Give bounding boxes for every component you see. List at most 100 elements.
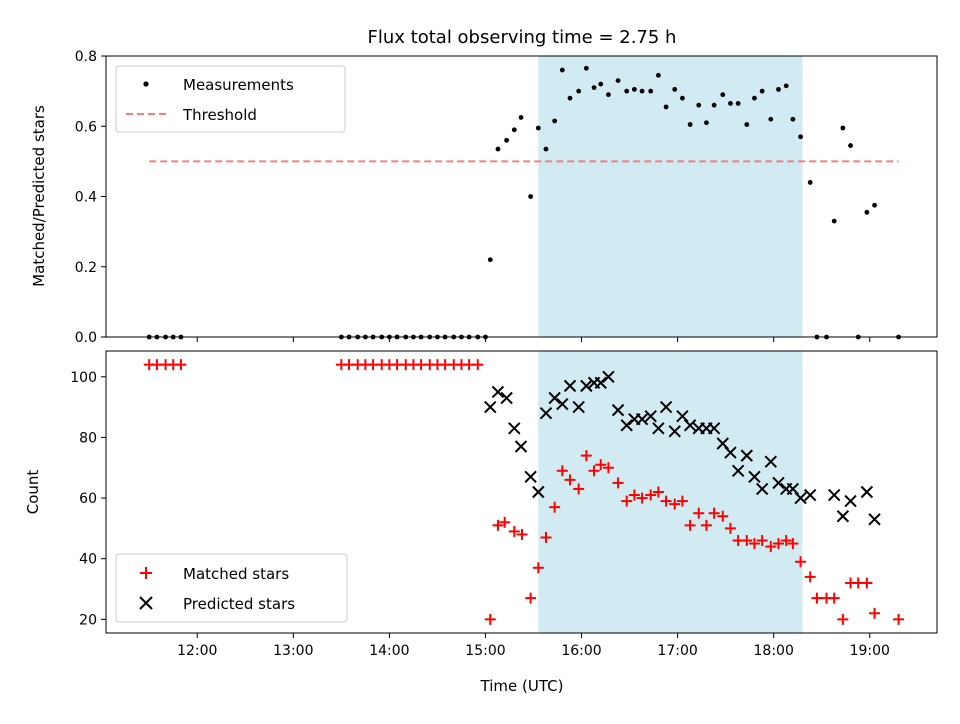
measurement-point bbox=[655, 72, 661, 78]
y-tick-label: 100 bbox=[70, 370, 97, 386]
legend-predicted-label: Predicted stars bbox=[183, 595, 295, 613]
predicted-star-point bbox=[827, 488, 841, 502]
legend-measurements-marker bbox=[143, 81, 149, 87]
measurement-point bbox=[776, 86, 781, 92]
matched-star-point bbox=[532, 562, 544, 574]
measurement-point bbox=[583, 65, 589, 71]
matched-star-point bbox=[693, 507, 705, 519]
matched-star-point bbox=[795, 556, 807, 568]
y-tick-label: 60 bbox=[79, 491, 97, 507]
predicted-star-point bbox=[532, 485, 545, 499]
measurement-point bbox=[744, 122, 750, 127]
matched-star-point bbox=[628, 489, 640, 501]
matched-star-point bbox=[787, 538, 799, 550]
legend-matched-label: Matched stars bbox=[183, 565, 289, 583]
predicted-star-point bbox=[668, 425, 681, 438]
predicted-star-point bbox=[620, 419, 633, 432]
predicted-star-point bbox=[539, 406, 553, 420]
y-tick-label: 20 bbox=[79, 612, 97, 628]
legend-matched-marker bbox=[140, 567, 152, 579]
measurement-point bbox=[598, 81, 604, 87]
predicted-star-point bbox=[707, 422, 721, 435]
measurement-point bbox=[663, 104, 669, 110]
predicted-star-point bbox=[652, 422, 665, 435]
top-legend-box bbox=[115, 65, 346, 133]
matched-star-point bbox=[756, 535, 768, 547]
matched-star-point bbox=[499, 516, 511, 528]
measurement-point bbox=[680, 95, 685, 101]
matched-star-point bbox=[669, 498, 681, 510]
bottom-x-ticks: 12:00 13:00 14:00 15:00 16:00 17:00 18:00 19:00 bbox=[177, 633, 890, 659]
chart-title: Flux total observing time = 2.75 h bbox=[368, 27, 677, 48]
predicted-star-point bbox=[514, 440, 528, 453]
measurement-point bbox=[487, 257, 493, 263]
matched-star-point bbox=[612, 477, 624, 489]
top-axes-frame bbox=[105, 55, 938, 338]
legend-threshold-label: Threshold bbox=[182, 106, 257, 124]
legend-predicted-marker bbox=[139, 596, 153, 610]
measurement-point bbox=[576, 88, 582, 94]
measurement-point bbox=[840, 125, 846, 131]
predicted-star-point bbox=[731, 464, 745, 477]
matched-star-point bbox=[602, 462, 614, 474]
measurement-point bbox=[872, 202, 877, 208]
top-legend: Measurements Threshold bbox=[115, 65, 346, 133]
matched-star-point bbox=[780, 535, 792, 547]
measurement-point bbox=[518, 115, 524, 120]
measurement-point bbox=[567, 95, 573, 101]
measurement-point bbox=[783, 83, 789, 89]
bottom-axes-frame bbox=[105, 350, 938, 634]
predicted-star-point bbox=[644, 409, 657, 423]
measurement-point bbox=[606, 92, 611, 98]
x-tick-label: 17:00 bbox=[657, 643, 697, 659]
matched-star-point bbox=[765, 541, 777, 553]
y-tick-label: 0.0 bbox=[75, 330, 97, 346]
predicted-star-point bbox=[803, 488, 817, 502]
measurement-point bbox=[759, 88, 765, 94]
y-tick-label: 40 bbox=[79, 552, 97, 568]
y-tick-label: 0.8 bbox=[75, 49, 97, 65]
matched-star-point bbox=[893, 613, 905, 625]
measurement-point bbox=[696, 102, 702, 108]
predicted-star-point bbox=[772, 476, 785, 490]
matched-star-point bbox=[564, 474, 576, 486]
predicted-star-point bbox=[602, 370, 615, 383]
measurement-point bbox=[535, 125, 541, 131]
matched-star-point bbox=[811, 592, 823, 604]
matched-star-point bbox=[556, 465, 568, 477]
matched-star-point bbox=[573, 483, 585, 495]
measurement-point bbox=[591, 85, 597, 91]
top-y-ticks: 0.0 0.2 0.4 0.6 0.8 bbox=[75, 49, 106, 346]
measurement-point bbox=[798, 134, 803, 140]
measurement-point bbox=[711, 102, 717, 108]
measurement-point bbox=[528, 194, 534, 199]
matched-star-point bbox=[516, 528, 528, 540]
measurement-point bbox=[768, 116, 774, 122]
predicted-star-point bbox=[508, 422, 521, 435]
matched-star-point bbox=[772, 538, 784, 550]
measurement-point bbox=[807, 180, 813, 185]
predicted-star-point bbox=[659, 400, 673, 414]
predicted-star-point bbox=[724, 446, 737, 459]
matched-star-point bbox=[525, 592, 537, 604]
x-tick-label: 18:00 bbox=[754, 643, 794, 659]
matched-star-point bbox=[636, 492, 648, 504]
measurement-point bbox=[720, 92, 726, 98]
top-panel: 0.00.20.40.60.8 Matched/Predicted stars … bbox=[30, 49, 938, 346]
predicted-star-point bbox=[836, 510, 850, 523]
predicted-star-point bbox=[868, 513, 881, 526]
y-tick-label: 0.2 bbox=[75, 260, 97, 276]
top-shaded-interval bbox=[538, 56, 803, 337]
predicted-star-point bbox=[572, 400, 585, 414]
x-tick-label: 13:00 bbox=[273, 643, 313, 659]
measurement-point bbox=[704, 120, 709, 126]
measurement-point bbox=[672, 86, 678, 92]
matched-star-point bbox=[588, 465, 600, 477]
measurement-point bbox=[511, 127, 517, 133]
bottom-y-ticks: 20 40 60 80 100 bbox=[70, 370, 106, 628]
predicted-star-points bbox=[484, 370, 881, 526]
matched-star-point bbox=[580, 450, 592, 462]
x-tick-label: 16:00 bbox=[561, 643, 601, 659]
matched-star-point bbox=[700, 519, 712, 531]
